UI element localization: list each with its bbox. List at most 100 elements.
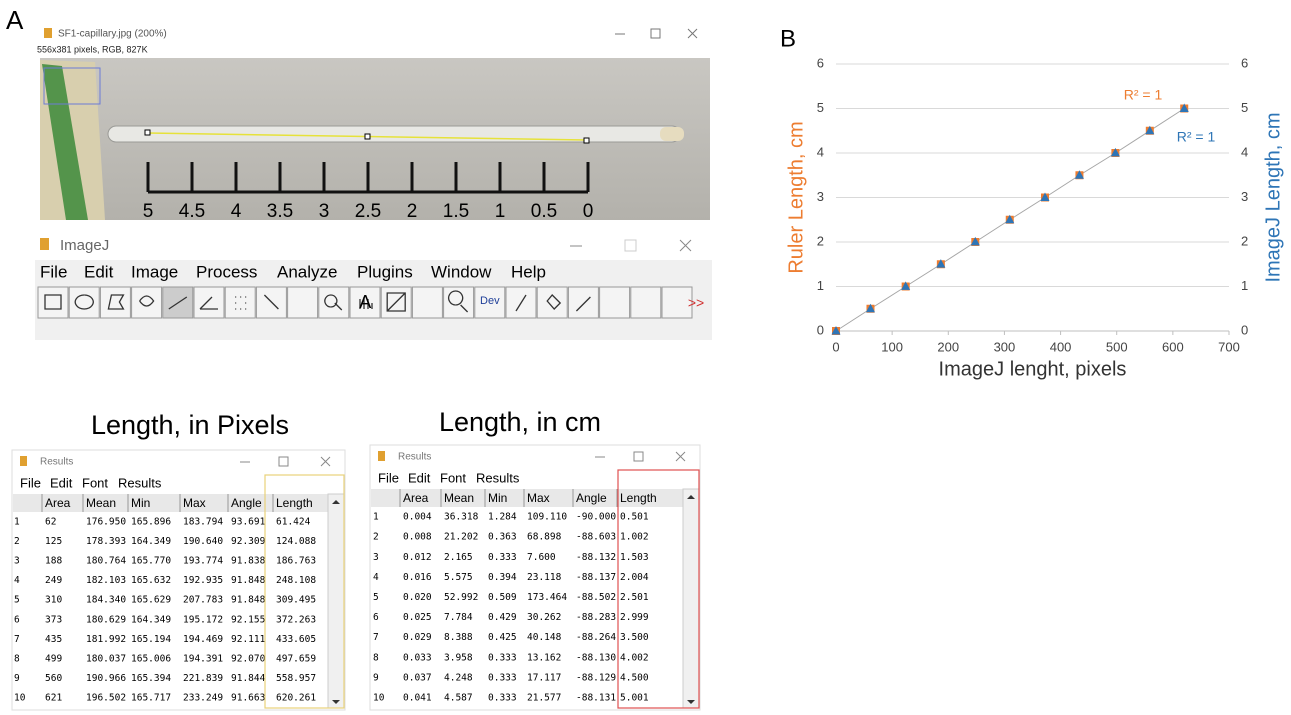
capillary-end [660,127,684,141]
imagej-titlebar [35,232,712,260]
maximize[interactable] [650,28,661,39]
menu-item[interactable]: File [40,262,67,281]
table-cell: 91.663 [231,693,265,704]
tool-button[interactable] [411,286,443,319]
table-cell: 2 [14,536,20,547]
table-cell: 0.501 [620,512,649,523]
menu-item[interactable]: Results [118,475,162,490]
point [865,303,875,313]
tool-button[interactable] [567,286,599,319]
close[interactable] [679,239,692,252]
table-cell: 310 [45,595,62,606]
header-row [371,489,683,507]
point [1040,192,1050,202]
column-header: Angle [231,496,262,510]
menu-item[interactable]: Analyze [277,262,337,281]
menu-item[interactable]: Window [431,262,492,281]
scroll-arrow[interactable] [687,495,695,499]
table-cell: 124.088 [276,536,316,547]
menu-item[interactable]: File [378,470,399,485]
menu-item[interactable]: Edit [50,475,73,490]
table-cell: 233.249 [183,693,223,704]
menu-item[interactable]: Process [196,262,257,281]
table-cell: 2.004 [620,572,649,583]
table-cell: 165.717 [131,693,171,704]
table-cell: 249 [45,575,62,586]
tool-button[interactable] [287,286,319,319]
tool-button[interactable] [318,286,350,319]
y2-tick-label: 1 [1241,278,1248,293]
close[interactable] [320,456,331,467]
table-cell: -88.603 [576,532,616,543]
scroll-arrow[interactable] [687,700,695,704]
tool-button[interactable] [349,286,381,319]
table-cell: 9 [373,672,379,683]
y2-tick-label: 6 [1241,55,1248,70]
tool-button[interactable] [536,286,568,319]
tool-button[interactable] [193,286,225,319]
table-cell: 1.002 [620,532,649,543]
ruler-label: 2.5 [355,201,381,222]
table-cell: 0.025 [403,612,432,623]
menu-item[interactable]: File [20,475,41,490]
tool-button[interactable] [661,286,693,319]
close[interactable] [675,451,686,462]
table-cell: 1.503 [620,552,649,563]
column-highlight [617,469,700,709]
menu-item[interactable]: Help [511,262,546,281]
table-cell: 92.111 [231,634,266,645]
scroll-arrow[interactable] [332,500,340,504]
menu-item[interactable]: Image [131,262,178,281]
menu-item[interactable]: Font [440,470,466,485]
tool-button[interactable] [630,286,662,319]
table-cell: 21.202 [444,532,478,543]
point [1110,147,1120,157]
tool-icon [44,294,62,310]
ruler-label: 4 [231,201,242,222]
tool-button[interactable] [599,286,631,319]
y-tick-label: 4 [817,144,824,159]
table-cell: 183.794 [183,516,223,527]
column-header: Length [276,496,313,510]
maximize[interactable] [278,456,289,467]
tool-icon [74,294,94,310]
menu-item[interactable]: Edit [84,262,114,281]
ruler-label: 5 [143,201,154,222]
table-cell: 180.037 [86,654,126,665]
scroll-arrow[interactable] [332,700,340,704]
table-heading: Length, in Pixels [91,410,289,440]
image-info: 556x381 pixels, RGB, 827K [37,44,148,54]
table-cell: 9 [14,673,20,684]
table-cell: 194.391 [183,654,223,665]
tool-button[interactable] [474,286,506,319]
tool-button[interactable] [131,286,163,319]
table-cell: 165.770 [131,556,171,567]
table-cell: -88.129 [576,672,616,683]
point [1179,103,1189,112]
maximize[interactable] [633,451,644,462]
close[interactable] [687,28,698,39]
maximize[interactable] [624,239,637,252]
table-cell: 248.108 [276,575,316,586]
tool-icon [263,294,279,310]
menu-item[interactable]: Plugins [357,262,413,281]
table-cell: 164.349 [131,536,171,547]
tool-button[interactable] [505,286,537,319]
tool-button[interactable] [37,286,69,319]
tool-button[interactable] [68,286,100,319]
tool-button[interactable] [224,286,256,319]
y-tick-label: 2 [817,233,824,248]
menu-item[interactable]: Font [82,475,108,490]
app-icon [44,28,52,38]
menu-item[interactable]: Edit [408,470,431,485]
table-cell: 0.333 [488,552,517,563]
menu-item[interactable]: Results [476,470,520,485]
table-cell: 0.394 [488,572,517,583]
ruler-label: 3.5 [267,201,293,222]
tool-button[interactable] [99,286,131,319]
ruler: 5 4.5 4 3.5 3 2.5 2 1.5 1 0.5 0 [143,162,593,222]
table-cell: -88.131 [576,692,616,703]
tool-label[interactable]: >> [688,295,704,311]
ruler-label: 1 [495,201,506,222]
